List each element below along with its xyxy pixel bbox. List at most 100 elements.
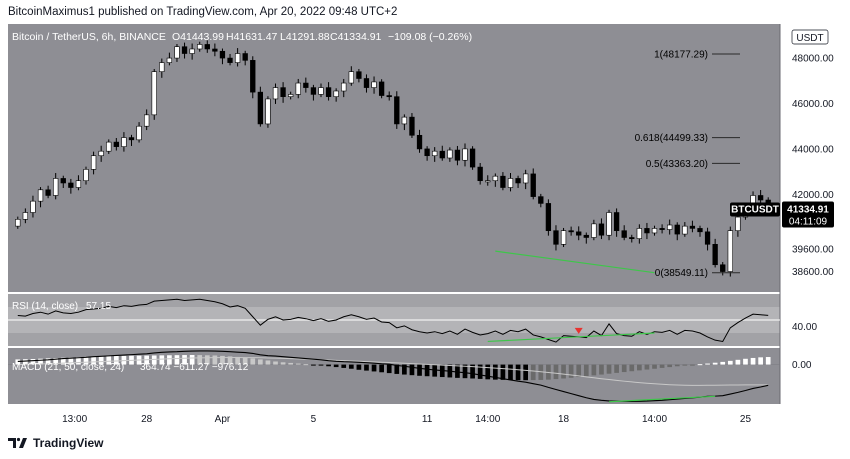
ohlc-low: L41291.88 — [280, 31, 330, 43]
candle — [22, 212, 29, 220]
macd-hist-bar — [242, 357, 248, 365]
macd-divergence-line — [608, 395, 716, 403]
macd-hist-bar — [530, 364, 536, 381]
candle — [454, 149, 461, 161]
candle — [227, 57, 233, 63]
time-tick-label: 25 — [740, 414, 752, 425]
candle — [318, 87, 324, 95]
macd-hist-bar — [538, 364, 544, 380]
fib-label: 1(48177.29) — [654, 50, 708, 61]
macd-hist-bar — [568, 364, 574, 378]
time-tick-label: 11 — [422, 414, 433, 425]
macd-hist-bar — [652, 364, 657, 369]
candle — [356, 71, 362, 79]
candle — [250, 60, 256, 93]
candle — [303, 82, 309, 88]
macd-hist-bar — [508, 364, 513, 381]
macd-hist-bar — [743, 358, 748, 365]
macd-hist-bar — [167, 355, 172, 365]
candle — [477, 166, 483, 182]
candle — [538, 196, 544, 204]
candle — [181, 46, 188, 54]
time-tick-label: 5 — [311, 414, 317, 425]
macd-hist-bar — [712, 362, 718, 365]
macd-hist-bar — [659, 364, 665, 368]
macd-hist-bar — [432, 364, 438, 377]
candle — [553, 230, 559, 245]
macd-hist-bar — [735, 359, 741, 365]
macd-hist-bar — [477, 364, 483, 379]
rsi-value: 57.15 — [86, 301, 111, 312]
macd-hist-bar — [515, 364, 521, 381]
candle — [60, 178, 66, 184]
macd-line — [17, 350, 769, 402]
price-tick-label: 44000.00 — [792, 144, 834, 155]
macd-hist-bar — [151, 355, 157, 365]
macd-hist-bar — [250, 358, 256, 365]
time-tick-label: 14:00 — [475, 414, 500, 425]
macd-hist-bar — [606, 364, 612, 374]
candle — [272, 87, 279, 100]
macd-hist-bar — [159, 355, 165, 365]
macd-hist-bar — [174, 355, 180, 365]
last-price-text: 41334.91 — [787, 204, 829, 215]
candle — [629, 237, 635, 239]
candle — [98, 150, 104, 157]
price-pane[interactable] — [8, 24, 780, 292]
candle — [651, 228, 658, 234]
macd-hist-bar — [220, 355, 225, 365]
candle — [90, 155, 97, 170]
macd-hist-bar — [621, 364, 627, 373]
candle — [219, 50, 226, 59]
macd-hist-bar — [492, 364, 498, 380]
macd-hist-bar — [189, 355, 195, 365]
candle — [257, 91, 263, 125]
macd-hist-bar — [23, 359, 28, 365]
macd-hist-bar — [455, 364, 460, 378]
candle — [265, 98, 271, 125]
candle — [432, 150, 438, 157]
candle — [598, 223, 605, 236]
price-tick-label: 42000.00 — [792, 190, 834, 201]
candle — [83, 169, 89, 182]
candle — [45, 189, 51, 196]
candle — [409, 116, 415, 136]
macd-hist-bar — [295, 363, 301, 365]
candle — [401, 116, 408, 125]
rsi-level-label: 40.00 — [792, 322, 817, 333]
candle — [689, 225, 696, 229]
macd-hist-bar — [500, 364, 506, 380]
footer-brand[interactable]: TradingView — [8, 436, 103, 450]
candle — [560, 230, 567, 245]
ohlc-open: O41443.99 — [172, 31, 224, 43]
macd-hist-bar — [204, 355, 210, 365]
ohlc-close: C41334.91 — [330, 31, 382, 43]
candle — [144, 114, 150, 127]
macd-hist-bar — [553, 364, 559, 380]
currency-badge[interactable] — [791, 29, 829, 45]
macd-hist-bar — [60, 357, 66, 365]
symbol-title: Bitcoin / TetherUS, 6h, BINANCE — [12, 31, 166, 43]
macd-hist-bar — [690, 364, 695, 366]
macd-hist-bar — [303, 364, 309, 366]
candle — [189, 48, 195, 54]
macd-hist-bar — [705, 363, 710, 365]
macd-hist-bar — [462, 364, 468, 379]
candle — [295, 82, 301, 95]
macd-hist-bar — [561, 364, 566, 379]
macd-hist-bar — [727, 360, 733, 365]
candle — [363, 78, 370, 88]
candle — [204, 44, 210, 50]
candle — [394, 96, 400, 125]
macd-pane[interactable] — [8, 348, 780, 404]
candle — [53, 178, 59, 196]
candle — [341, 82, 347, 92]
macd-hist-bar — [591, 364, 597, 376]
macd-hist-bar — [311, 364, 316, 366]
fib-label: 0.618(44499.33) — [635, 133, 708, 144]
fib-label: 0.5(43363.20) — [646, 159, 708, 170]
candle — [113, 141, 119, 147]
candle — [621, 230, 627, 238]
macd-hist-bar — [280, 362, 286, 365]
